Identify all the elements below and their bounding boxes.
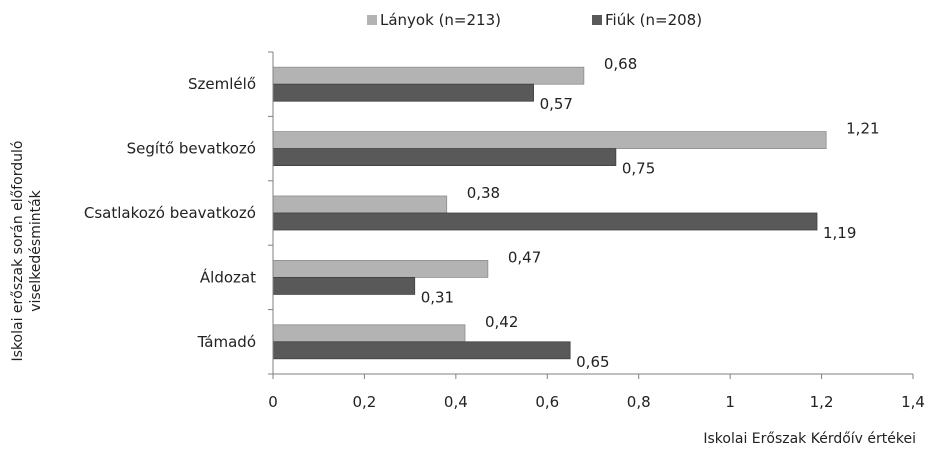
x-tick-label-0: 0 — [268, 393, 278, 411]
bar-fiuk-1 — [272, 148, 617, 167]
category-label-1: Segítő bevatkozó — [127, 140, 256, 158]
value-label-lanyok-4: 0,42 — [485, 313, 518, 331]
x-axis-title: Iskolai Erőszak Kérdőív értékei — [703, 431, 916, 447]
value-label-lanyok-1: 1,21 — [846, 120, 879, 138]
x-tick-label-5: 1 — [725, 393, 735, 411]
category-label-4: Támadó — [197, 333, 256, 351]
y-axis-title-line-2: viselkedésminták — [28, 189, 44, 311]
x-tick-label-7: 1,4 — [901, 393, 925, 411]
value-label-fiuk-1: 0,75 — [622, 160, 655, 178]
value-label-lanyok-3: 0,47 — [508, 248, 541, 266]
category-label-3: Áldozat — [200, 267, 256, 286]
legend-label-lanyok: Lányok (n=213) — [380, 11, 501, 29]
legend-swatch-lanyok — [367, 15, 377, 25]
legend-label-fiuk: Fiúk (n=208) — [605, 11, 702, 29]
x-tick-label-3: 0,6 — [535, 393, 559, 411]
category-label-0: Szemlélő — [188, 75, 256, 93]
value-label-lanyok-0: 0,68 — [604, 55, 637, 73]
bar-lanyok-2 — [272, 195, 448, 214]
bar-fiuk-4 — [272, 341, 571, 360]
bar-fiuk-3 — [272, 276, 416, 295]
x-tick-label-2: 0,4 — [444, 393, 468, 411]
bar-lanyok-0 — [272, 66, 585, 85]
value-label-fiuk-4: 0,65 — [576, 353, 609, 371]
x-tick-label-4: 0,8 — [627, 393, 651, 411]
legend-swatch-fiuk — [592, 15, 602, 25]
value-label-fiuk-0: 0,57 — [540, 95, 573, 113]
legend: Lányok (n=213) Fiúk (n=208) — [367, 11, 702, 29]
bar-lanyok-3 — [272, 259, 489, 278]
bar-lanyok-4 — [272, 324, 466, 343]
bar-fiuk-0 — [272, 83, 534, 102]
category-label-2: Csatlakozó beavatkozó — [84, 204, 256, 222]
value-label-fiuk-3: 0,31 — [421, 288, 454, 306]
bar-fiuk-2 — [272, 212, 818, 231]
value-label-lanyok-2: 0,38 — [467, 184, 500, 202]
bar-lanyok-1 — [272, 131, 827, 150]
x-tick-label-6: 1,2 — [810, 393, 834, 411]
value-label-fiuk-2: 1,19 — [823, 224, 856, 242]
x-tick-label-1: 0,2 — [352, 393, 376, 411]
y-axis-title-line-1: Iskolai erőszak során előforduló — [10, 141, 26, 362]
